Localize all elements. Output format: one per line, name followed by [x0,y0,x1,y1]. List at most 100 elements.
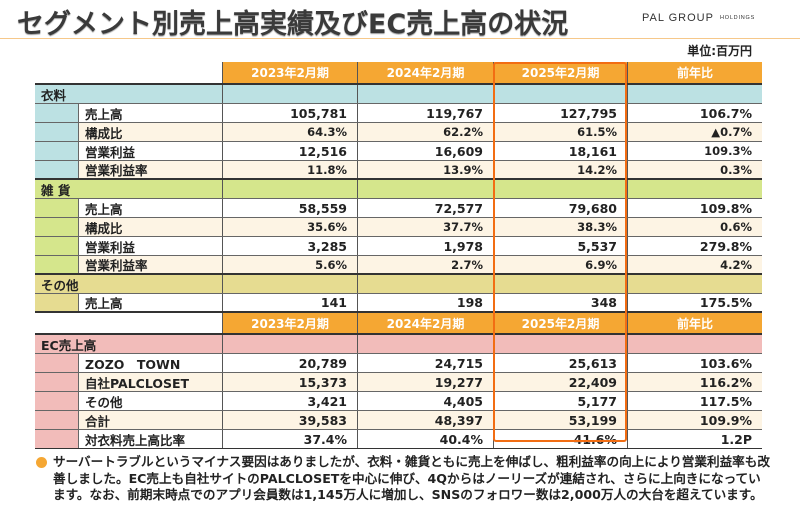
table-cell: 37.4% [222,430,357,448]
row-label: 売上高 [78,199,222,217]
table-row: ZOZO TOWN 20,789 24,715 25,613 103.6% [35,354,762,373]
table-cell: 348 [493,294,627,311]
table-cell: 116.2% [627,373,762,391]
table-cell: 1.2P [627,430,762,448]
table-row: 自社PALCLOSET 15,373 19,277 22,409 116.2% [35,373,762,392]
table-cell: 35.6% [222,218,357,236]
commentary: サーバートラブルというマイナス要因はありましたが、衣料・雑貨ともに売上を伸ばし、… [36,454,773,504]
table-cell: 16,609 [357,142,493,160]
table-cell: 141 [222,294,357,311]
table-cell: 53,199 [493,411,627,429]
table-cell: 24,715 [357,354,493,372]
table-row: その他 3,421 4,405 5,177 117.5% [35,392,762,411]
row-label: 売上高 [78,104,222,122]
row-label: その他 [78,392,222,410]
company-logo: PAL GROUP HOLDINGS [642,12,755,24]
table-cell: 0.3% [627,161,762,178]
segment-label: 衣料 [35,85,222,103]
row-label: 対衣料売上高比率 [78,430,222,448]
row-label: 構成比 [78,218,222,236]
table-cell: 5,537 [493,237,627,255]
commentary-text: サーバートラブルというマイナス要因はありましたが、衣料・雑貨ともに売上を伸ばし、… [53,454,770,502]
table-row: 営業利益率 5.6% 2.7% 6.9% 4.2% [35,256,762,275]
table-cell: 1,978 [357,237,493,255]
table-cell: 3,285 [222,237,357,255]
ec-header-row: 2023年2月期 2024年2月期 2025年2月期 前年比 [35,313,762,335]
table-row: 営業利益 12,516 16,609 18,161 109.3% [35,142,762,161]
row-label: 営業利益 [78,142,222,160]
table-row: 営業利益率 11.8% 13.9% 14.2% 0.3% [35,161,762,180]
row-label: 自社PALCLOSET [78,373,222,391]
column-header: 2024年2月期 [357,313,493,333]
table-cell: 109.8% [627,199,762,217]
table-cell: 279.8% [627,237,762,255]
logo-main: PAL GROUP [642,12,714,24]
table-cell: 40.4% [357,430,493,448]
table-cell: 3,421 [222,392,357,410]
table-cell: 117.5% [627,392,762,410]
table-cell: 38.3% [493,218,627,236]
table-header-row: 2023年2月期 2024年2月期 2025年2月期 前年比 [35,62,762,85]
table-cell: 22,409 [493,373,627,391]
logo-sub: HOLDINGS [719,15,756,22]
row-label: 売上高 [78,294,222,311]
header-blank [35,313,222,333]
table-cell: 14.2% [493,161,627,178]
table-cell: 64.3% [222,123,357,141]
segment-row-other: その他 [35,275,762,294]
row-label: 営業利益率 [78,161,222,178]
column-header: 前年比 [627,313,762,333]
row-label: 合計 [78,411,222,429]
row-label: 営業利益率 [78,256,222,273]
column-header: 2025年2月期 [493,313,627,333]
table-row: 売上高 105,781 119,767 127,795 106.7% [35,104,762,123]
table-row: 売上高 141 198 348 175.5% [35,294,762,313]
table-cell: 72,577 [357,199,493,217]
table-row: 構成比 64.3% 62.2% 61.5% ▲0.7% [35,123,762,142]
table-cell: 109.9% [627,411,762,429]
table-cell: 106.7% [627,104,762,122]
table-cell: 105,781 [222,104,357,122]
table-cell: 20,789 [222,354,357,372]
table-cell: 18,161 [493,142,627,160]
table-row: 構成比 35.6% 37.7% 38.3% 0.6% [35,218,762,237]
table-row: 売上高 58,559 72,577 79,680 109.8% [35,199,762,218]
segment-row-goods: 雑 貨 [35,180,762,199]
unit-label: 単位:百万円 [687,44,752,58]
table-cell: 25,613 [493,354,627,372]
segment-label: その他 [35,275,222,293]
table-cell: 175.5% [627,294,762,311]
table-cell: 4.2% [627,256,762,273]
table-cell: 79,680 [493,199,627,217]
table-cell: 19,277 [357,373,493,391]
table-cell: 61.5% [493,123,627,141]
table-cell: 11.8% [222,161,357,178]
table-cell: 0.6% [627,218,762,236]
table-cell: 127,795 [493,104,627,122]
table-cell: 4,405 [357,392,493,410]
table-cell: 12,516 [222,142,357,160]
column-header: 2024年2月期 [357,62,493,83]
segment-row-ec: EC売上高 [35,335,762,354]
table-cell: 41.6% [493,430,627,448]
column-header: 2023年2月期 [222,313,357,333]
table-cell: 119,767 [357,104,493,122]
table-cell: 15,373 [222,373,357,391]
column-header: 2025年2月期 [493,62,627,83]
table-cell: 39,583 [222,411,357,429]
header-blank [35,62,222,83]
table-cell: 5.6% [222,256,357,273]
table-cell: 198 [357,294,493,311]
table-cell: 62.2% [357,123,493,141]
title-divider [0,38,800,39]
table-cell: 6.9% [493,256,627,273]
segment-label: 雑 貨 [35,180,222,198]
page-title: セグメント別売上高実績及びEC売上高の状況 [17,9,569,40]
table-row: 対衣料売上高比率 37.4% 40.4% 41.6% 1.2P [35,430,762,449]
table-cell: 109.3% [627,142,762,160]
table-row: 合計 39,583 48,397 53,199 109.9% [35,411,762,430]
bullet-icon [36,457,47,468]
segment-row-clothing: 衣料 [35,85,762,104]
table-cell: 48,397 [357,411,493,429]
column-header: 2023年2月期 [222,62,357,83]
